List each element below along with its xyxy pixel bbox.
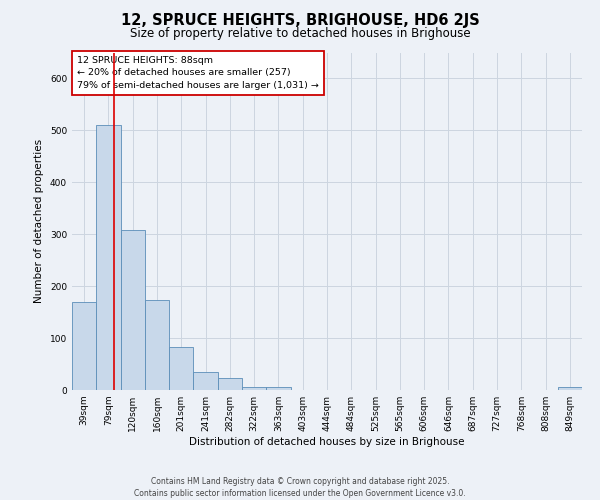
Bar bbox=[193, 372, 218, 390]
Text: Contains HM Land Registry data © Crown copyright and database right 2025.
Contai: Contains HM Land Registry data © Crown c… bbox=[134, 476, 466, 498]
X-axis label: Distribution of detached houses by size in Brighouse: Distribution of detached houses by size … bbox=[189, 437, 465, 447]
Bar bbox=[72, 302, 96, 390]
Bar bbox=[218, 378, 242, 390]
Y-axis label: Number of detached properties: Number of detached properties bbox=[34, 139, 44, 304]
Bar bbox=[96, 125, 121, 390]
Text: Size of property relative to detached houses in Brighouse: Size of property relative to detached ho… bbox=[130, 28, 470, 40]
Bar bbox=[266, 387, 290, 390]
Bar bbox=[121, 230, 145, 390]
Text: 12, SPRUCE HEIGHTS, BRIGHOUSE, HD6 2JS: 12, SPRUCE HEIGHTS, BRIGHOUSE, HD6 2JS bbox=[121, 12, 479, 28]
Bar bbox=[169, 348, 193, 390]
Text: 12 SPRUCE HEIGHTS: 88sqm
← 20% of detached houses are smaller (257)
79% of semi-: 12 SPRUCE HEIGHTS: 88sqm ← 20% of detach… bbox=[77, 56, 319, 90]
Bar bbox=[242, 387, 266, 390]
Bar bbox=[145, 300, 169, 390]
Bar bbox=[558, 388, 582, 390]
